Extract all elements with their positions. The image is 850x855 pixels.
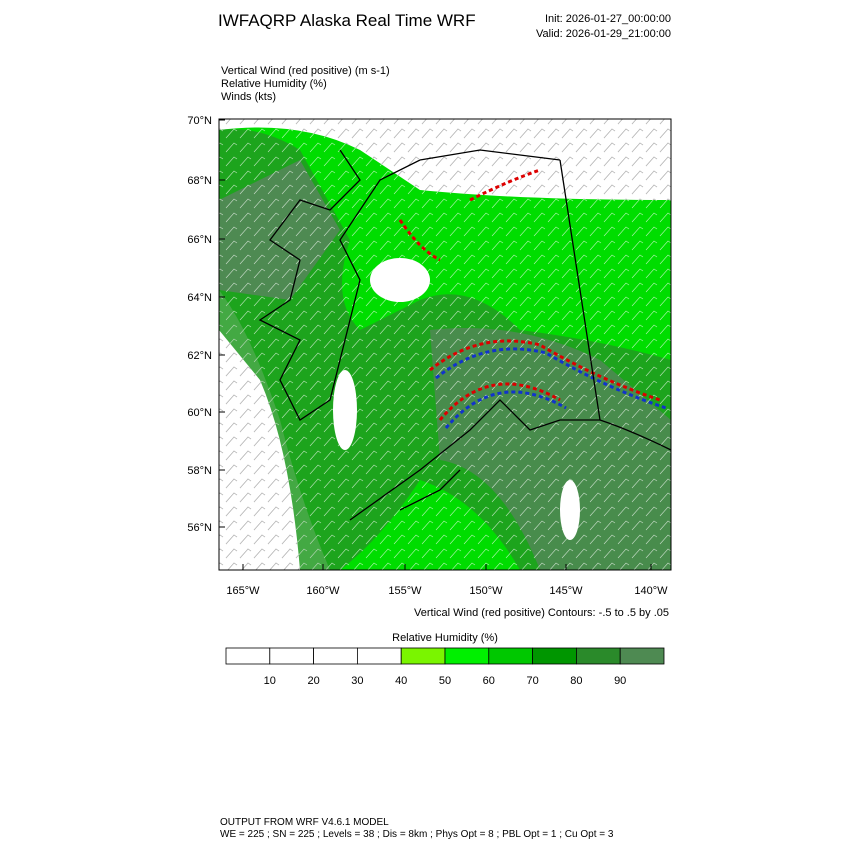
field-labels: Vertical Wind (red positive) (m s-1)Rela… <box>221 65 390 103</box>
lat-label: 64°N <box>187 292 212 304</box>
lon-label: 150°W <box>469 585 503 597</box>
colorbar: 10 20 30 40 50 60 70 80 90 <box>225 647 665 687</box>
lon-label: 145°W <box>549 585 583 597</box>
vertical-wind-contours <box>398 168 661 421</box>
lat-label: 68°N <box>187 175 212 187</box>
field-label: Winds (kts) <box>221 91 276 103</box>
colorbar-label: 80 <box>570 675 582 687</box>
colorbar-label: 90 <box>614 675 626 687</box>
colorbar-box <box>225 647 271 665</box>
colorbar-label: 40 <box>395 675 407 687</box>
colorbar-label: 50 <box>439 675 451 687</box>
colorbar-box <box>488 647 533 665</box>
colorbar-box <box>576 647 621 665</box>
lat-label: 66°N <box>187 234 212 246</box>
colorbar-label: 30 <box>351 675 363 687</box>
colorbar-box <box>532 647 577 665</box>
lon-label: 155°W <box>388 585 422 597</box>
lat-label: 70°N <box>187 115 212 127</box>
footer-line: OUTPUT FROM WRF V4.6.1 MODEL <box>220 817 389 828</box>
map-area <box>219 119 671 570</box>
init-time: Init: 2026-01-27_00:00:00 <box>545 13 671 25</box>
lat-label: 56°N <box>187 522 212 534</box>
lat-axis: 70°N 68°N 66°N 64°N 62°N 60°N 58°N 56°N <box>187 115 225 534</box>
footer-line: WE = 225 ; SN = 225 ; Levels = 38 ; Dis … <box>220 829 614 840</box>
colorbar-box <box>269 647 314 665</box>
lon-label: 140°W <box>634 585 668 597</box>
field-label: Relative Humidity (%) <box>221 78 327 90</box>
lat-label: 58°N <box>187 465 212 477</box>
colorbar-box <box>400 647 446 665</box>
lat-label: 62°N <box>187 350 212 362</box>
wind-barbs-white <box>219 119 671 570</box>
map-frame <box>218 118 672 571</box>
colorbar-label: 20 <box>307 675 319 687</box>
colorbar-box <box>313 647 358 665</box>
colorbar-title: Relative Humidity (%) <box>392 632 498 644</box>
coastline <box>258 149 671 521</box>
colorbar-box <box>619 647 665 665</box>
colorbar-box <box>444 647 490 665</box>
lon-axis: 165°W 160°W 155°W 150°W 145°W 140°W <box>226 564 668 597</box>
vertical-wind-contours <box>435 347 667 429</box>
lat-label: 60°N <box>187 407 212 419</box>
field-label: Vertical Wind (red positive) (m s-1) <box>221 65 390 77</box>
colorbar-box <box>356 647 402 665</box>
colorbar-label: 60 <box>483 675 495 687</box>
lon-label: 165°W <box>226 585 260 597</box>
contour-note: Vertical Wind (red positive) Contours: -… <box>414 607 669 619</box>
title: IWFAQRP Alaska Real Time WRF <box>218 11 476 30</box>
valid-time: Valid: 2026-01-29_21:00:00 <box>536 28 671 40</box>
colorbar-label: 10 <box>264 675 276 687</box>
lon-label: 160°W <box>306 585 340 597</box>
colorbar-label: 70 <box>526 675 538 687</box>
